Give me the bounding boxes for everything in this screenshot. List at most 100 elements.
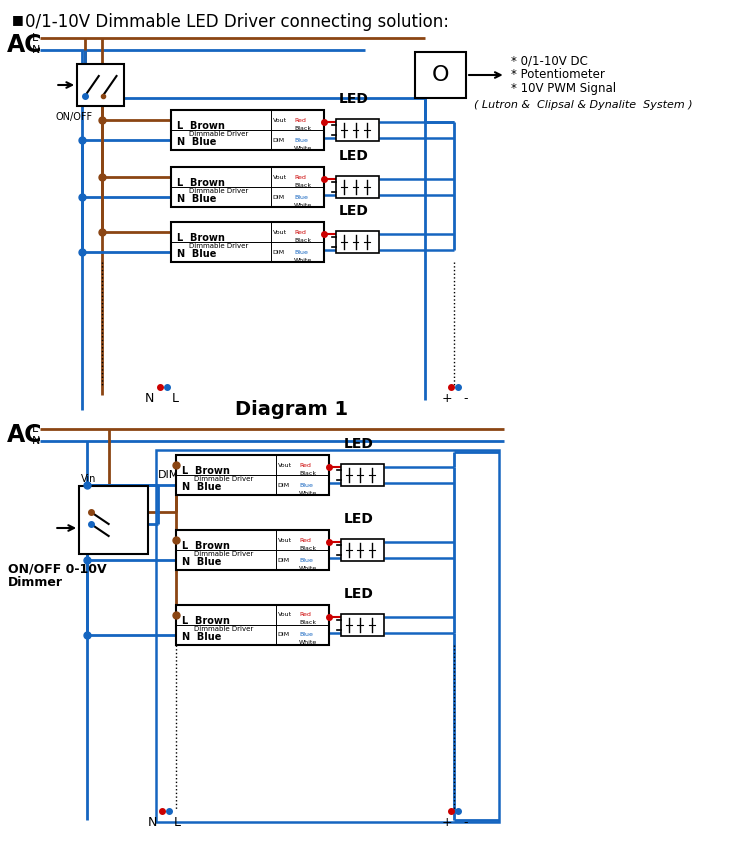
Text: Vout: Vout [272, 230, 286, 235]
Text: Dimmer: Dimmer [8, 576, 63, 589]
Text: Dimmable Driver: Dimmable Driver [194, 551, 253, 557]
Text: N: N [32, 45, 40, 55]
Text: N: N [32, 436, 40, 446]
Bar [176, 455, 328, 495]
Text: AC: AC [7, 33, 43, 57]
Text: Vout: Vout [278, 613, 292, 617]
Text: L: L [174, 816, 181, 829]
Text: N  Blue: N Blue [177, 137, 216, 147]
Text: L  Brown: L Brown [182, 466, 230, 476]
Text: White: White [299, 641, 317, 645]
Text: O: O [432, 65, 449, 85]
Text: Dimmable Driver: Dimmable Driver [188, 131, 248, 137]
Bar [171, 167, 324, 207]
Text: N  Blue: N Blue [177, 249, 216, 259]
Text: DIM: DIM [272, 195, 285, 200]
Text: L  Brown: L Brown [177, 233, 225, 243]
Text: LED: LED [338, 204, 368, 218]
Text: Black: Black [294, 237, 311, 242]
Text: Vin: Vin [81, 474, 96, 484]
Bar [340, 614, 384, 636]
Text: LED: LED [344, 437, 374, 451]
Text: LED: LED [338, 92, 368, 106]
Text: Vout: Vout [278, 462, 292, 468]
Text: Black: Black [299, 620, 316, 626]
Bar [340, 464, 384, 486]
Text: DIM: DIM [278, 558, 290, 563]
Text: Dimmable Driver: Dimmable Driver [188, 243, 248, 249]
Text: Red: Red [294, 230, 306, 235]
Text: DIM: DIM [158, 470, 179, 480]
Text: DIM: DIM [272, 250, 285, 254]
Text: White: White [294, 258, 313, 263]
Text: N  Blue: N Blue [182, 482, 221, 492]
Text: Blue: Blue [299, 632, 313, 638]
Text: DC 0-10V: DC 0-10V [186, 470, 238, 480]
Text: * 0/1-10V DC: * 0/1-10V DC [511, 54, 587, 67]
Bar [171, 110, 324, 150]
Text: L: L [32, 424, 38, 434]
Text: N  Blue: N Blue [177, 194, 216, 204]
Text: Blue: Blue [299, 483, 313, 488]
Bar [77, 64, 125, 106]
Text: Diagram 1: Diagram 1 [235, 400, 348, 419]
Text: L  Brown: L Brown [177, 121, 225, 131]
Text: -: - [464, 392, 468, 405]
Text: L  Brown: L Brown [182, 616, 230, 626]
Text: White: White [299, 565, 317, 570]
Bar [156, 450, 499, 822]
Text: +: + [442, 816, 452, 829]
Text: * 10V PWM Signal: * 10V PWM Signal [511, 82, 616, 95]
Text: +: + [442, 392, 452, 405]
Text: AC: AC [7, 423, 43, 447]
Bar [336, 176, 380, 198]
Text: DIM: DIM [272, 138, 285, 143]
Text: Red: Red [294, 117, 306, 122]
Bar [171, 222, 324, 262]
Bar [340, 539, 384, 561]
Text: * Potentiometer: * Potentiometer [511, 68, 604, 81]
Text: Dimmable Driver: Dimmable Driver [188, 188, 248, 194]
Text: LED: LED [344, 512, 374, 526]
Text: ON/OFF 0-10V: ON/OFF 0-10V [8, 562, 106, 575]
Text: Black: Black [294, 183, 311, 188]
Text: White: White [294, 202, 313, 207]
Text: Blue: Blue [294, 250, 308, 254]
Text: N  Blue: N Blue [182, 632, 221, 642]
Text: L  Brown: L Brown [177, 178, 225, 188]
Bar [79, 486, 148, 554]
Text: Red: Red [294, 174, 306, 179]
Text: LED: LED [344, 587, 374, 601]
Bar [336, 119, 380, 141]
Text: LED: LED [338, 149, 368, 163]
Bar [336, 231, 380, 253]
Text: Black: Black [294, 126, 311, 131]
Text: Dimmable Driver: Dimmable Driver [194, 626, 253, 632]
Text: DIM: DIM [278, 632, 290, 638]
Text: Black: Black [299, 471, 316, 475]
Text: ON/OFF: ON/OFF [56, 112, 92, 122]
Text: Black: Black [299, 546, 316, 551]
Text: N: N [148, 816, 158, 829]
Bar [176, 605, 328, 645]
Text: ■: ■ [12, 13, 23, 26]
Text: Dimmable Driver: Dimmable Driver [194, 476, 253, 482]
Text: Blue: Blue [294, 138, 308, 143]
Text: N: N [146, 392, 154, 405]
Text: Blue: Blue [294, 195, 308, 200]
Text: Vout: Vout [278, 537, 292, 542]
Text: L  Brown: L Brown [182, 541, 230, 551]
Text: Red: Red [299, 613, 311, 617]
Text: White: White [299, 490, 317, 496]
Text: Vout: Vout [272, 117, 286, 122]
Text: -: - [464, 816, 468, 829]
Text: 0/1-10V Dimmable LED Driver connecting solution:: 0/1-10V Dimmable LED Driver connecting s… [25, 13, 448, 31]
Text: ( Lutron &  Clipsal & Dynalite  System ): ( Lutron & Clipsal & Dynalite System ) [474, 100, 693, 110]
Text: N  Blue: N Blue [182, 557, 221, 567]
Text: L: L [172, 392, 178, 405]
Bar [176, 530, 328, 570]
Text: White: White [294, 145, 313, 150]
Text: Vout: Vout [272, 174, 286, 179]
Text: Blue: Blue [299, 558, 313, 563]
Text: Red: Red [299, 462, 311, 468]
